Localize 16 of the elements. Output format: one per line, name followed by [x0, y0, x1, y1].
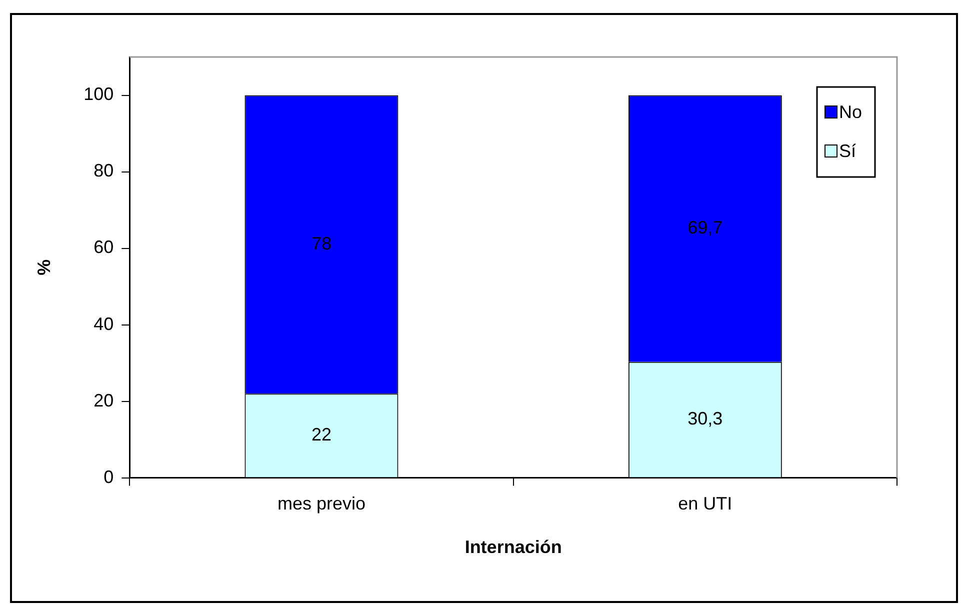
- y-axis-title: %: [34, 259, 54, 276]
- data-label: 30,3: [688, 408, 723, 429]
- y-tick-label: 20: [94, 390, 114, 410]
- legend-label: No: [839, 102, 862, 122]
- x-axis-title: Internación: [464, 537, 562, 558]
- y-tick-label: 80: [94, 160, 114, 181]
- data-label: 22: [311, 424, 332, 444]
- y-tick-label: 0: [104, 466, 114, 487]
- x-tick-label: mes previo: [277, 494, 366, 514]
- x-tick-label: en UTI: [678, 494, 732, 514]
- data-label: 69,7: [688, 218, 723, 238]
- y-tick-label: 40: [94, 314, 114, 334]
- data-label: 78: [311, 233, 332, 254]
- y-tick-label: 60: [94, 237, 114, 258]
- y-tick-label: 100: [84, 84, 114, 104]
- legend-label: Sí: [839, 140, 856, 161]
